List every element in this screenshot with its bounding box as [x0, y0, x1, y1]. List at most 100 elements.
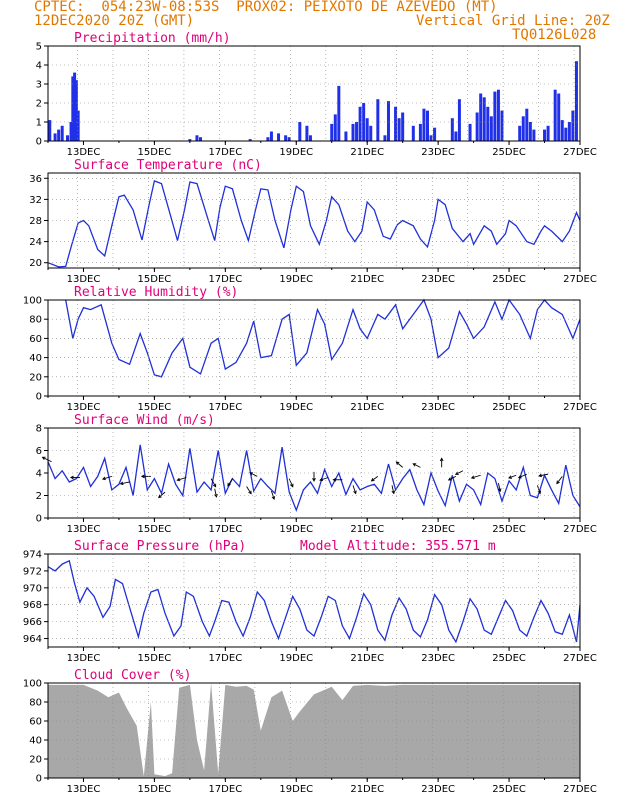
- precip-bar: [53, 133, 57, 141]
- precip-bar: [482, 97, 486, 141]
- rh-series-line: [65, 298, 581, 378]
- wind-arrow: [319, 477, 329, 481]
- wind-arrow-head: [412, 463, 417, 467]
- precip-bar: [308, 135, 312, 141]
- x-tick-label: 23DEC: [421, 147, 455, 158]
- panel-frame-rh: [47, 299, 581, 397]
- wind-arrow-head: [332, 477, 337, 482]
- wind-arrow-head: [271, 496, 276, 500]
- wind-arrow-head: [312, 478, 316, 482]
- precip-bar: [269, 131, 273, 141]
- y-tick-label: 20: [29, 372, 42, 383]
- precip-bar: [284, 135, 288, 141]
- y-tick-label: 100: [23, 296, 42, 307]
- x-tick-label: 25DEC: [492, 402, 526, 413]
- wind-arrow: [102, 475, 112, 480]
- precip-bar: [188, 139, 192, 141]
- y-tick-label: 966: [23, 617, 42, 628]
- precip-bar: [418, 123, 422, 141]
- wind-arrow: [518, 473, 527, 479]
- y-tick-label: 5: [36, 42, 42, 53]
- precip-bar: [564, 127, 568, 141]
- y-tick-label: 8: [36, 424, 42, 435]
- precip-bar: [330, 123, 334, 141]
- panel-frame-press: [47, 553, 581, 648]
- x-tick-label: 15DEC: [138, 653, 172, 664]
- precip-bar: [351, 123, 355, 141]
- precip-bar: [479, 93, 483, 141]
- y-tick-label: 970: [23, 583, 42, 594]
- cloud-cover-area: [48, 683, 580, 778]
- x-tick-label: 25DEC: [492, 147, 526, 158]
- wind-arrow-head: [119, 481, 124, 486]
- precip-bar: [60, 125, 64, 141]
- precip-bar: [454, 131, 458, 141]
- panel-annotation-press: Model Altitude: 355.571 m: [300, 539, 496, 554]
- x-tick-label: 23DEC: [421, 524, 455, 535]
- wind-arrow: [42, 456, 52, 463]
- wind-arrow: [556, 476, 563, 484]
- x-tick-label: 17DEC: [208, 653, 242, 664]
- x-tick-label: 15DEC: [138, 274, 172, 285]
- precip-bar: [521, 116, 525, 141]
- x-tick-label: 17DEC: [208, 274, 242, 285]
- precip-bar: [355, 122, 359, 141]
- x-tick-label: 23DEC: [421, 653, 455, 664]
- header-title: CPTEC: 054:23W-08:53S PROX02: PEIXOTO DE…: [34, 0, 498, 15]
- precip-bar: [344, 131, 348, 141]
- precip-bar: [557, 93, 561, 141]
- precip-bar: [528, 122, 532, 141]
- wind-arrow-head: [69, 475, 74, 480]
- x-tick-label: 15DEC: [138, 524, 172, 535]
- wind-arrow: [538, 473, 549, 477]
- wind-arrow-head: [447, 477, 452, 481]
- wind-arrow-head: [470, 475, 475, 480]
- precip-bar: [518, 125, 522, 141]
- wind-arrow: [246, 486, 252, 494]
- wind-arrow-head: [353, 490, 357, 495]
- precip-bar: [362, 103, 366, 141]
- precip-bar: [475, 112, 479, 141]
- precip-bar: [73, 72, 77, 141]
- precip-bar: [553, 89, 557, 141]
- panel-title-rh: Relative Humidity (%): [74, 285, 238, 300]
- wind-arrow-head: [227, 482, 231, 487]
- precip-bar: [386, 101, 390, 141]
- wind-arrow: [120, 481, 130, 485]
- wind-arrow-head: [508, 475, 512, 479]
- wind-arrow: [371, 476, 379, 482]
- header-grid-line: Vertical Grid Line: 20Z: [416, 13, 610, 29]
- wind-arrow: [271, 490, 275, 500]
- wind-arrow-head: [158, 494, 162, 499]
- precip-bar: [468, 123, 472, 141]
- wind-series-line: [47, 444, 581, 512]
- press-series-line: [47, 559, 581, 644]
- x-tick-label: 21DEC: [350, 653, 384, 664]
- y-tick-label: 40: [29, 736, 42, 747]
- precip-bar: [69, 122, 73, 141]
- y-tick-label: 60: [29, 717, 42, 728]
- x-tick-label: 17DEC: [208, 524, 242, 535]
- wind-arrow-head: [538, 473, 543, 478]
- precip-bar: [199, 137, 203, 141]
- panel-title-temp: Surface Temperature (nC): [74, 158, 262, 173]
- x-tick-label: 25DEC: [492, 784, 526, 795]
- precip-bar: [76, 110, 80, 141]
- x-tick-label: 19DEC: [279, 784, 313, 795]
- wind-arrow: [412, 463, 421, 468]
- x-tick-label: 19DEC: [279, 274, 313, 285]
- wind-arrow: [288, 478, 294, 487]
- precip-bar: [298, 122, 302, 141]
- precip-bar: [425, 110, 429, 141]
- x-tick-label: 17DEC: [208, 147, 242, 158]
- precip-bar: [394, 106, 398, 141]
- wind-arrow: [352, 485, 357, 494]
- x-tick-label: 27DEC: [563, 653, 597, 664]
- y-tick-label: 20: [29, 258, 42, 269]
- precip-bar: [337, 85, 341, 141]
- x-tick-label: 19DEC: [279, 653, 313, 664]
- panel-title-wind: Surface Wind (m/s): [74, 413, 215, 428]
- precip-bar: [66, 135, 70, 141]
- precip-bar: [543, 129, 547, 141]
